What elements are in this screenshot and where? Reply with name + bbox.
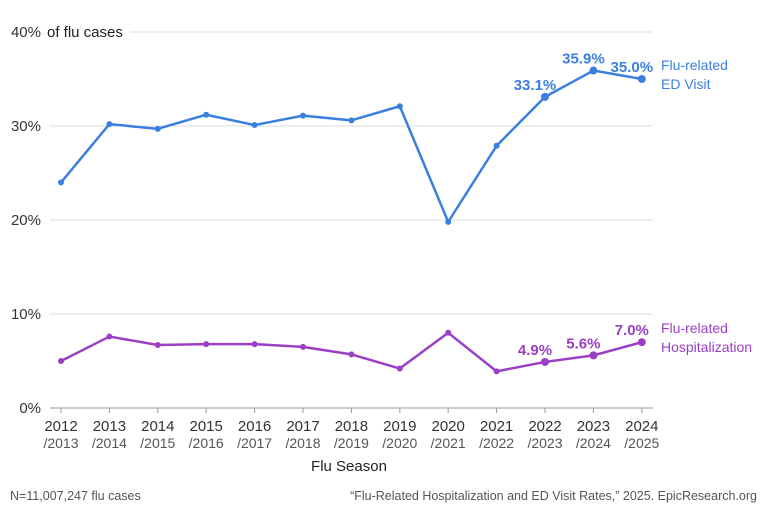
x-tick-sublabel: /2022 [479,435,514,451]
x-tick-sublabel: /2025 [624,435,659,451]
x-tick-label: 2023 [577,418,610,435]
x-tick-label: 2024 [625,418,658,435]
data-point [589,351,598,360]
data-point [58,179,64,186]
data-label: 7.0% [615,322,649,339]
footer-citation: “Flu-Related Hospitalization and ED Visi… [350,489,757,503]
series-name-label: ED Visit [661,76,711,92]
x-tick-sublabel: /2019 [334,435,369,451]
data-point [637,338,646,347]
x-tick-sublabel: /2013 [43,435,78,451]
data-point [251,122,258,129]
data-label: 4.9% [518,342,552,359]
x-tick-sublabel: /2024 [576,435,611,451]
x-tick-label: 2013 [93,418,126,435]
x-tick-sublabel: /2015 [140,435,175,451]
data-label: 5.6% [566,335,600,352]
y-tick-label: 0% [19,400,41,417]
x-tick-label: 2017 [286,418,319,435]
y-tick-label: 20% [11,212,41,229]
x-tick-label: 2014 [141,418,174,435]
data-point [203,111,210,118]
data-label: 35.0% [611,59,654,76]
y-axis: 0% 10% 20% 30% 40% of flu cases [11,24,123,417]
data-point [300,343,306,350]
x-tick-label: 2012 [44,418,77,435]
x-tick-sublabel: /2021 [431,435,466,451]
data-point [396,365,403,372]
data-point [445,218,452,225]
x-axis-title: Flu Season [311,458,387,475]
y-axis-unit-label: of flu cases [47,24,123,41]
data-point [203,341,210,348]
series-1: 33.1% 35.9% 35.0% Flu-related ED Visit [58,51,728,225]
data-point [300,112,306,119]
x-tick-label: 2019 [383,418,416,435]
series-name-label: Flu-related [661,320,728,336]
data-point [58,358,64,364]
x-tick-sublabel: /2020 [382,435,417,451]
x-tick-sublabel: /2017 [237,435,272,451]
gridlines [50,31,653,409]
y-tick-label: 30% [11,118,41,135]
x-tick-sublabel: /2023 [527,435,562,451]
x-tick-label: 2021 [480,418,513,435]
data-point [106,333,113,340]
series-2: 4.9% 5.6% 7.0% Flu-related Hospitalization [58,320,752,375]
data-point [493,368,500,375]
series-group: 33.1% 35.9% 35.0% Flu-related ED Visit 4.9% 5.… [58,51,752,375]
footer-sample-size: N=11,007,247 flu cases [10,489,141,503]
x-tick-label: 2020 [432,418,465,435]
y-tick-label: 40% [11,24,41,41]
x-axis: 2012/2013 2013/2014 2014/2015 2015/2016 2016… [43,408,660,451]
series-name-label: Flu-related [661,57,728,73]
data-point [106,121,113,128]
y-tick-label: 10% [11,306,41,323]
data-point [396,103,403,110]
x-tick-label: 2018 [335,418,368,435]
series-name-label: Hospitalization [661,339,752,355]
data-point [541,92,549,101]
data-point [493,142,500,149]
data-label: 33.1% [514,77,557,94]
data-point [251,341,258,348]
x-tick-sublabel: /2014 [92,435,127,451]
data-point [348,117,355,124]
data-point [154,125,161,132]
data-point [589,66,598,75]
data-label: 35.9% [562,51,605,68]
x-tick-label: 2022 [528,418,561,435]
x-tick-label: 2015 [190,418,223,435]
data-point [541,357,549,366]
data-point [445,329,452,336]
x-tick-sublabel: /2018 [285,435,320,451]
x-tick-sublabel: /2016 [189,435,224,451]
data-point [154,342,161,349]
data-point [348,351,355,358]
data-point [637,75,646,83]
x-tick-label: 2016 [238,418,271,435]
